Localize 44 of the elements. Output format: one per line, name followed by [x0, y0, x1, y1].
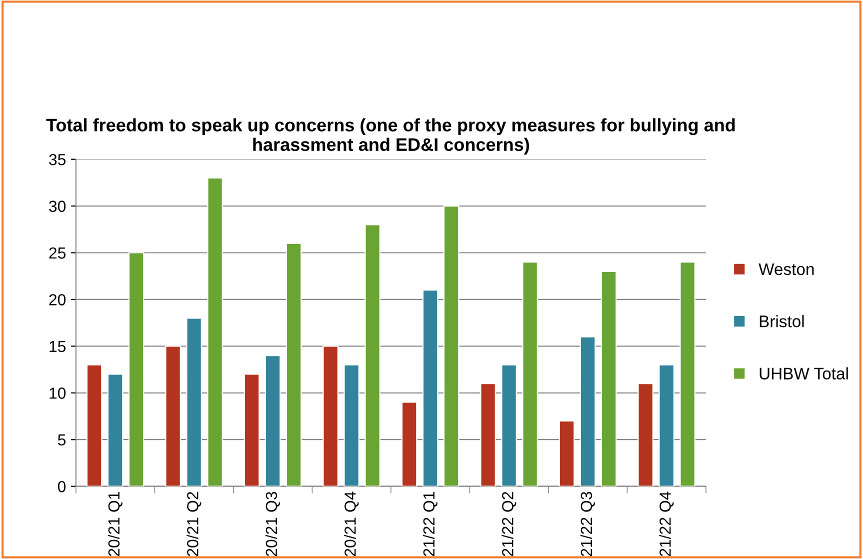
bar: [364, 224, 380, 486]
y-tick-label: 25: [49, 247, 66, 259]
y-tick-label: 15: [50, 340, 66, 352]
legend-label: Bristol: [760, 315, 804, 328]
x-tick-label: 20/21 Q4: [344, 492, 359, 556]
bar: [344, 364, 360, 486]
chart-title: Total freedom to speak up concerns (one of the proxy measures for bullying and harassment and ED&I concerns): [46, 118, 735, 155]
y-tick-label: 30: [49, 200, 66, 212]
bar: [558, 420, 575, 486]
y-tick-label: 0: [58, 480, 66, 492]
bar: [580, 336, 596, 486]
bar: [207, 177, 223, 486]
x-tick-label: 21/22 Q3: [580, 492, 595, 556]
legend-label: Weston: [758, 263, 814, 276]
bar: [522, 262, 538, 486]
bar: [128, 252, 144, 486]
bar: [680, 262, 696, 486]
x-tick-label: 20/21 Q2: [186, 492, 202, 556]
bar: [286, 242, 302, 486]
x-tick-label: 20/21 Q1: [108, 492, 122, 556]
bar: [244, 374, 260, 486]
x-tick-label: 21/22 Q4: [659, 492, 674, 556]
bar: [107, 374, 124, 486]
bar: [422, 290, 438, 486]
bar: [401, 402, 418, 486]
y-tick-label: 10: [50, 388, 66, 399]
legend-label: UHBW Total: [760, 367, 848, 380]
bar: [443, 205, 460, 486]
bar: [480, 383, 496, 486]
bar: [186, 318, 202, 486]
x-tick-label: 21/22 Q2: [502, 492, 516, 556]
y-tick-label: 20: [49, 294, 66, 306]
y-tick-label: 5: [58, 434, 66, 446]
bar: [264, 354, 281, 486]
y-tick-label: 35: [49, 154, 66, 166]
bar: [638, 383, 654, 486]
bar: [600, 270, 617, 486]
bar: [658, 364, 674, 486]
bar: [322, 346, 338, 486]
bar: [86, 364, 102, 486]
x-tick-label: 20/21 Q3: [265, 492, 280, 556]
bar: [501, 364, 517, 486]
bar: [165, 346, 181, 486]
x-tick-label: 21/22 Q1: [422, 492, 438, 556]
